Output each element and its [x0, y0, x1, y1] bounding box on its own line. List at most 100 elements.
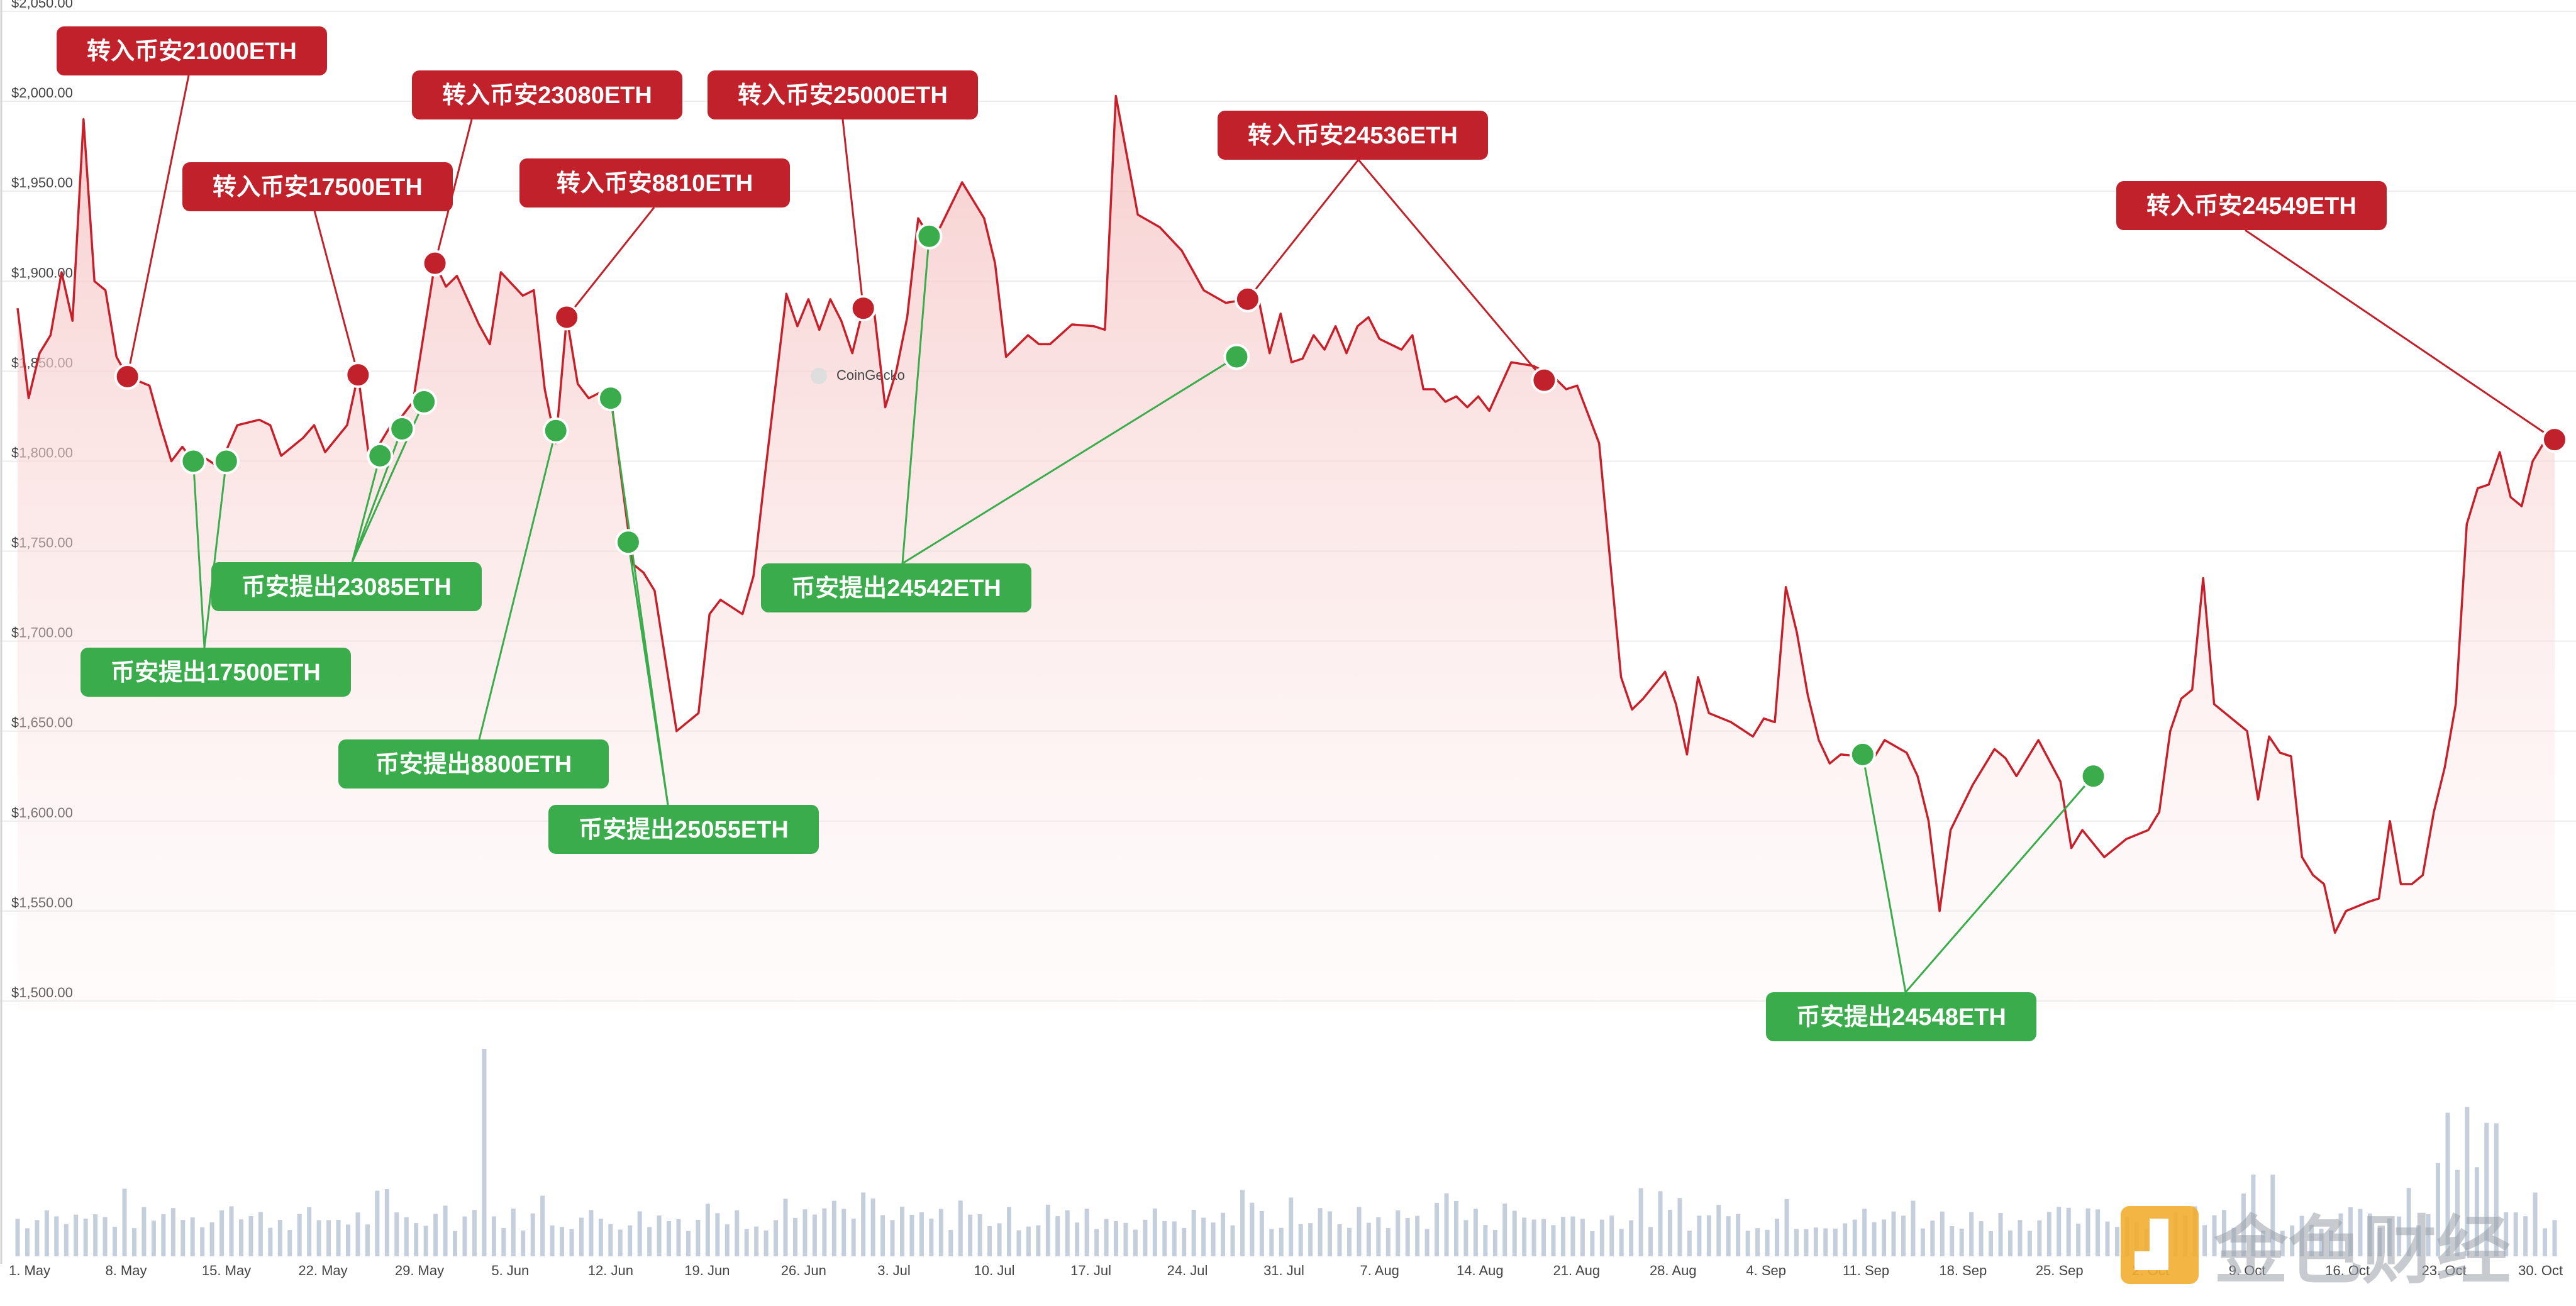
- volume-bar: [909, 1214, 914, 1256]
- volume-bar: [1036, 1225, 1041, 1256]
- volume-bar: [1522, 1217, 1527, 1256]
- x-tick-label: 15. May: [202, 1263, 251, 1278]
- volume-bar: [667, 1220, 672, 1256]
- deposit-connector: [1246, 159, 1360, 300]
- x-tick-label: 10. Jul: [974, 1263, 1015, 1278]
- volume-bar: [1424, 1229, 1430, 1256]
- deposit-label-text: 转入币安24549ETH: [2146, 193, 2357, 219]
- volume-bar: [1668, 1210, 1673, 1256]
- volume-bar: [2397, 1216, 2402, 1256]
- y-tick-label: $2,050.00: [11, 0, 73, 11]
- volume-bar: [180, 1220, 186, 1256]
- volume-bar: [1619, 1229, 1624, 1256]
- volume-bar: [1512, 1210, 1517, 1256]
- volume-bar: [423, 1226, 428, 1256]
- volume-bar: [657, 1215, 662, 1256]
- volume-bar: [1133, 1229, 1138, 1256]
- volume-bar: [851, 1219, 856, 1256]
- volume-bar: [1950, 1226, 1955, 1256]
- volume-bar: [637, 1211, 642, 1256]
- x-tick-label: 22. May: [298, 1263, 347, 1278]
- x-tick-label: 19. Jun: [684, 1263, 730, 1278]
- volume-bar: [2085, 1208, 2090, 1256]
- volume-bar: [792, 1217, 797, 1256]
- withdrawal-marker: [213, 448, 240, 475]
- volume-bar: [1862, 1209, 1867, 1256]
- volume-bar: [2251, 1175, 2256, 1256]
- deposit-label-box: [182, 162, 453, 211]
- volume-bar: [1784, 1198, 1789, 1256]
- volume-bar: [1065, 1210, 1070, 1256]
- volume-bar: [25, 1228, 30, 1256]
- volume-bar: [453, 1231, 458, 1256]
- deposit-label-text: 转入币安17500ETH: [213, 174, 423, 201]
- volume-bar: [948, 1229, 953, 1256]
- volume-bar: [598, 1219, 603, 1256]
- volume-bar: [365, 1224, 370, 1256]
- volume-bar: [355, 1212, 360, 1256]
- volume-bar: [870, 1198, 875, 1256]
- volume-bar: [336, 1219, 341, 1256]
- volume-bar: [2348, 1207, 2353, 1256]
- volume-bar: [1502, 1204, 1507, 1256]
- withdrawal-connector: [351, 428, 403, 563]
- x-tick-label: 26. Jun: [781, 1263, 826, 1278]
- deposit-connector: [1357, 159, 1545, 381]
- volume-bar: [462, 1216, 467, 1256]
- volume-bar: [2046, 1212, 2051, 1256]
- jinse-watermark: 金色财经: [2121, 1206, 2511, 1294]
- volume-bar: [831, 1200, 836, 1256]
- deposit-label-text: 转入币安8810ETH: [557, 170, 753, 197]
- volume-bar: [2018, 1220, 2023, 1256]
- volume-bar: [1435, 1202, 1440, 1256]
- x-tick-label: 16. Oct: [2325, 1263, 2370, 1278]
- deposit-label-box: [708, 70, 978, 119]
- jinse-watermark-text: 金色财经: [2213, 1207, 2511, 1294]
- volume-bar: [2114, 1227, 2119, 1256]
- withdrawal-connector: [901, 236, 930, 564]
- volume-bar: [1094, 1229, 1099, 1256]
- volume-bar: [802, 1209, 808, 1256]
- volume-bar: [122, 1188, 127, 1256]
- volume-bar: [705, 1204, 710, 1256]
- volume-bar: [1541, 1219, 1546, 1256]
- volume-bar: [433, 1214, 438, 1256]
- deposit-label-box: [1218, 111, 1488, 160]
- volume-bar: [2484, 1122, 2489, 1256]
- volume-bar: [1638, 1188, 1643, 1256]
- volume-bar: [1211, 1222, 1216, 1256]
- volume-bar: [2329, 1230, 2334, 1256]
- volume-bar: [394, 1212, 399, 1256]
- volume-bar: [2076, 1223, 2081, 1256]
- volume-bar: [35, 1220, 40, 1256]
- x-tick-label: 5. Jun: [491, 1263, 529, 1278]
- volume-bar: [1989, 1231, 1994, 1256]
- deposit-label-text: 转入币安23080ETH: [442, 82, 652, 109]
- y-tick-label: $1,950.00: [11, 175, 73, 191]
- deposit-label: 转入币安24549ETH: [2116, 181, 2387, 230]
- volume-bar: [608, 1224, 613, 1256]
- x-tick-label: 12. Jun: [588, 1263, 633, 1278]
- volume-bar: [346, 1224, 351, 1256]
- volume-bar: [618, 1229, 623, 1256]
- volume-bar: [550, 1225, 555, 1256]
- x-tick-label: 17. Jul: [1070, 1263, 1111, 1278]
- price-line: [16, 94, 2555, 934]
- volume-bar: [64, 1224, 69, 1256]
- volume-bar: [1230, 1225, 1235, 1256]
- volume-bar: [1444, 1193, 1449, 1256]
- volume-bar: [1930, 1220, 1935, 1256]
- x-tick-label: 21. Aug: [1553, 1263, 1600, 1278]
- volume-bar: [2057, 1207, 2062, 1256]
- volume-bar: [268, 1227, 273, 1256]
- volume-bar: [2290, 1225, 2295, 1256]
- deposit-connector: [2245, 229, 2555, 441]
- deposit-label-box: [2116, 181, 2387, 230]
- withdrawal-connector: [902, 356, 1238, 565]
- volume-bar: [297, 1214, 302, 1256]
- volume-bar: [1882, 1219, 1887, 1256]
- volume-bar: [1872, 1222, 1877, 1256]
- volume-bar: [1162, 1220, 1167, 1256]
- volume-bar: [93, 1214, 98, 1256]
- volume-bar: [1531, 1219, 1536, 1256]
